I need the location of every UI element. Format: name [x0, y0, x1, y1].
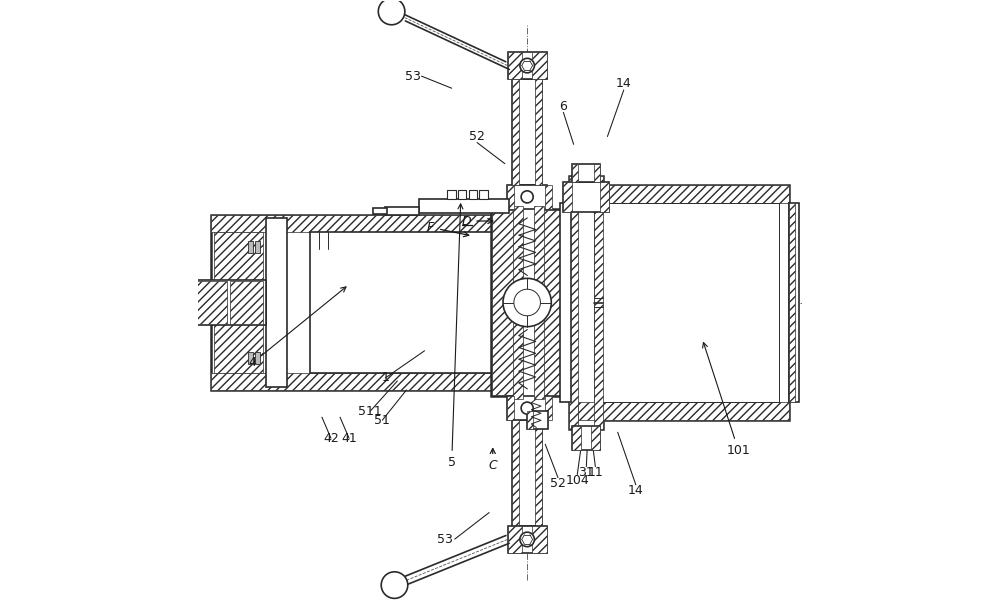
- Polygon shape: [310, 232, 515, 373]
- Polygon shape: [534, 206, 544, 399]
- Polygon shape: [492, 209, 516, 396]
- Polygon shape: [545, 185, 552, 209]
- Polygon shape: [211, 215, 518, 390]
- Polygon shape: [535, 420, 542, 526]
- Polygon shape: [594, 175, 603, 430]
- Text: 11: 11: [587, 466, 603, 479]
- Text: 101: 101: [703, 342, 750, 457]
- Text: 6: 6: [559, 100, 567, 113]
- Polygon shape: [255, 352, 260, 364]
- Polygon shape: [512, 79, 519, 185]
- Polygon shape: [578, 185, 789, 203]
- Polygon shape: [507, 396, 547, 420]
- Polygon shape: [479, 189, 488, 199]
- Polygon shape: [563, 182, 609, 212]
- Polygon shape: [491, 209, 563, 396]
- Polygon shape: [248, 241, 253, 253]
- Polygon shape: [535, 79, 542, 185]
- Polygon shape: [603, 221, 612, 384]
- Circle shape: [520, 58, 534, 73]
- Polygon shape: [373, 208, 387, 214]
- Polygon shape: [563, 182, 572, 212]
- Text: 5: 5: [448, 204, 463, 469]
- Polygon shape: [789, 203, 795, 402]
- Polygon shape: [539, 209, 563, 396]
- Text: 14: 14: [616, 77, 632, 91]
- Polygon shape: [248, 352, 253, 364]
- Text: 41: 41: [341, 432, 357, 445]
- Text: 511: 511: [358, 405, 382, 417]
- Polygon shape: [532, 526, 547, 553]
- Polygon shape: [600, 182, 609, 212]
- Polygon shape: [572, 164, 600, 182]
- Polygon shape: [447, 189, 456, 199]
- Polygon shape: [532, 52, 547, 79]
- Polygon shape: [569, 175, 603, 430]
- Polygon shape: [507, 185, 514, 209]
- Polygon shape: [512, 79, 542, 185]
- Polygon shape: [508, 52, 522, 79]
- Text: 53: 53: [437, 532, 452, 546]
- Text: F: F: [427, 221, 434, 234]
- Polygon shape: [594, 203, 779, 402]
- Polygon shape: [214, 306, 263, 373]
- Polygon shape: [572, 164, 578, 182]
- Polygon shape: [594, 164, 600, 182]
- Polygon shape: [419, 199, 509, 212]
- Polygon shape: [469, 189, 477, 199]
- Polygon shape: [385, 206, 419, 215]
- Polygon shape: [569, 175, 578, 430]
- Polygon shape: [255, 241, 260, 253]
- Polygon shape: [591, 427, 600, 450]
- Polygon shape: [572, 427, 581, 450]
- Polygon shape: [578, 185, 789, 420]
- Polygon shape: [507, 396, 514, 420]
- Polygon shape: [214, 299, 263, 306]
- Text: 53: 53: [405, 70, 420, 83]
- Polygon shape: [512, 420, 542, 526]
- Polygon shape: [789, 203, 799, 402]
- Text: D: D: [462, 215, 472, 227]
- Text: 52: 52: [550, 477, 566, 490]
- Circle shape: [381, 572, 408, 598]
- Polygon shape: [545, 396, 552, 420]
- Polygon shape: [527, 411, 533, 430]
- Polygon shape: [211, 215, 512, 232]
- Polygon shape: [512, 420, 519, 526]
- Polygon shape: [214, 232, 263, 299]
- Polygon shape: [572, 427, 600, 450]
- Text: 4: 4: [249, 287, 346, 370]
- Text: 1: 1: [381, 371, 389, 384]
- Polygon shape: [508, 526, 522, 553]
- Polygon shape: [211, 373, 512, 390]
- Polygon shape: [508, 526, 547, 553]
- Text: 42: 42: [323, 432, 339, 445]
- Polygon shape: [578, 402, 789, 420]
- Text: 52: 52: [469, 130, 485, 143]
- Polygon shape: [458, 189, 466, 199]
- Circle shape: [378, 0, 405, 25]
- Circle shape: [521, 402, 533, 414]
- Text: 31: 31: [578, 466, 594, 479]
- Polygon shape: [266, 218, 287, 387]
- Polygon shape: [512, 206, 545, 399]
- Polygon shape: [508, 52, 547, 79]
- Text: 14: 14: [628, 485, 644, 497]
- Polygon shape: [513, 206, 523, 399]
- Polygon shape: [192, 280, 266, 325]
- Polygon shape: [560, 203, 571, 402]
- Polygon shape: [230, 281, 263, 324]
- Text: C: C: [488, 459, 497, 472]
- Circle shape: [514, 289, 540, 316]
- Polygon shape: [184, 298, 192, 307]
- Text: 51: 51: [374, 414, 390, 427]
- Circle shape: [520, 532, 534, 547]
- Polygon shape: [527, 411, 548, 430]
- Circle shape: [521, 191, 533, 203]
- Circle shape: [503, 278, 551, 327]
- Text: 104: 104: [565, 474, 589, 487]
- Polygon shape: [507, 185, 547, 209]
- Polygon shape: [194, 281, 227, 324]
